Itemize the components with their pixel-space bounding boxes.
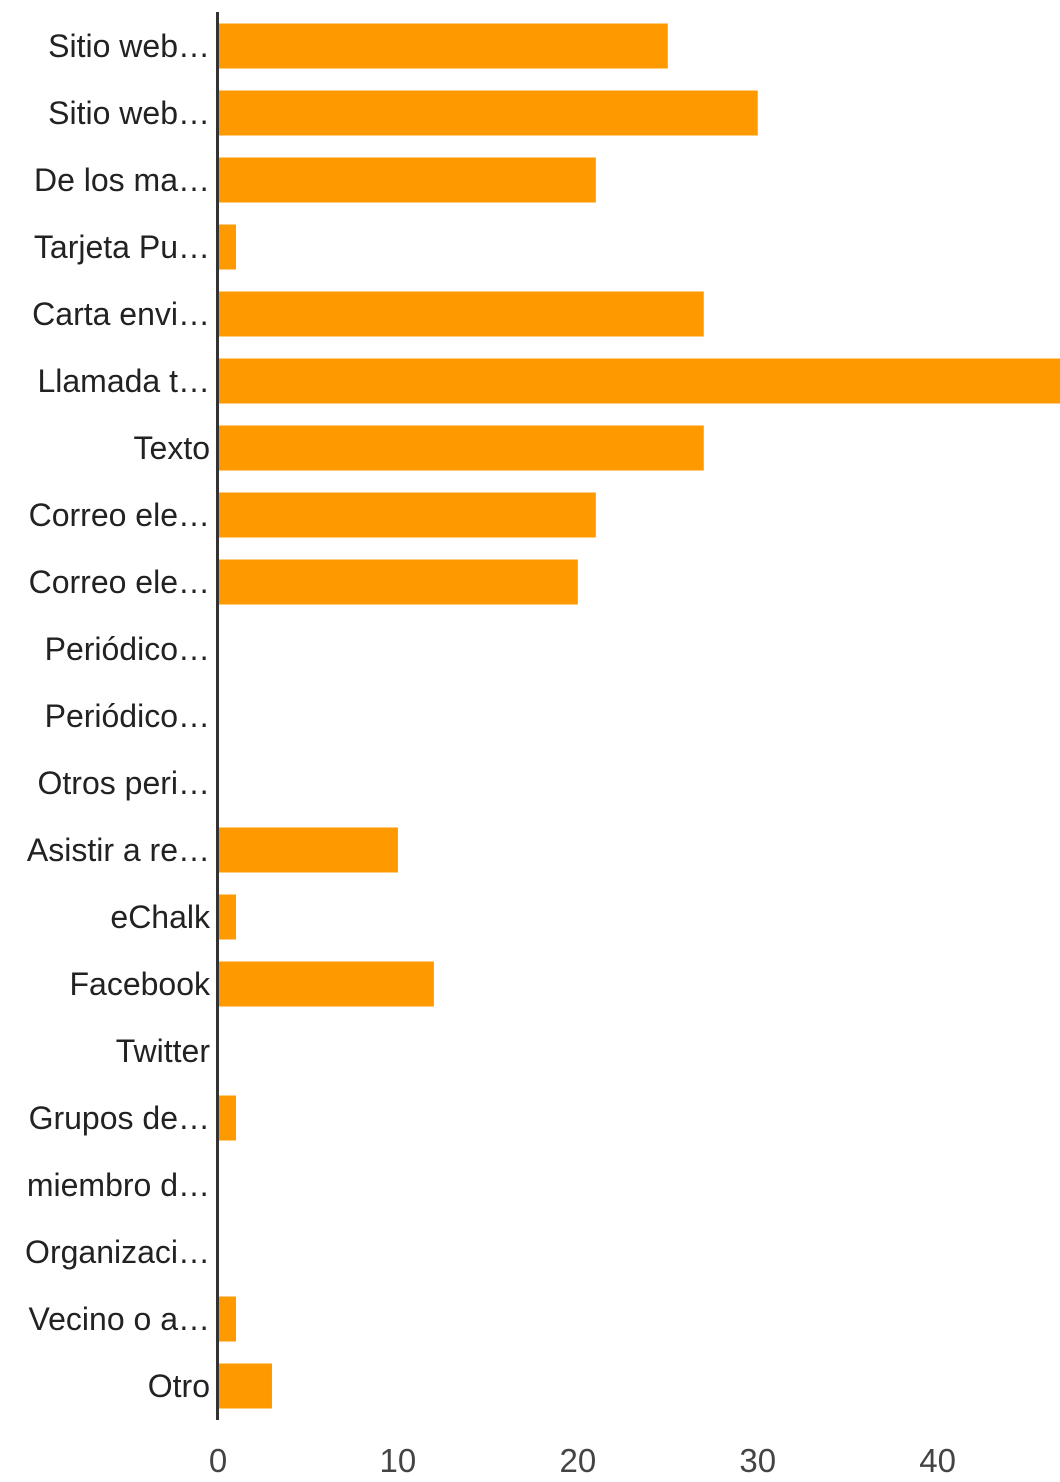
category-label: Vecino o a…	[29, 1301, 210, 1337]
category-label: Otros peri…	[38, 765, 210, 801]
category-label: Carta envi…	[32, 296, 210, 332]
bar	[218, 425, 704, 471]
category-label: Correo ele…	[29, 564, 210, 600]
bar	[218, 559, 578, 605]
category-label: Tarjeta Pu…	[34, 229, 210, 265]
bar	[218, 23, 668, 69]
category-label: Organizaci…	[25, 1234, 210, 1270]
bar	[218, 1095, 236, 1141]
category-label: Asistir a re…	[27, 832, 210, 868]
category-label: Facebook	[69, 966, 211, 1002]
bar	[218, 1296, 236, 1342]
category-label: Grupos de…	[29, 1100, 210, 1136]
bars-layer	[218, 23, 1060, 1409]
category-label: miembro d…	[27, 1167, 210, 1203]
x-tick-label: 20	[559, 1442, 596, 1477]
bar	[218, 358, 1060, 404]
bar	[218, 827, 398, 873]
x-tick-label: 30	[739, 1442, 776, 1477]
bar	[218, 90, 758, 136]
bar	[218, 291, 704, 337]
x-tick-label: 10	[380, 1442, 417, 1477]
category-label: Sitio web…	[48, 28, 210, 64]
category-label: Correo ele…	[29, 497, 210, 533]
category-label: Periódico…	[45, 698, 210, 734]
x-tick-label: 40	[919, 1442, 956, 1477]
bar	[218, 492, 596, 538]
bar	[218, 157, 596, 203]
category-label: Texto	[134, 430, 210, 466]
x-tick-labels: 0 10 20 30 40	[209, 1442, 956, 1479]
x-tick-label: 0	[209, 1442, 227, 1477]
category-label: De los ma…	[34, 162, 210, 198]
category-label: Llamada t…	[37, 363, 210, 399]
category-label: Periódico…	[45, 631, 210, 667]
category-label: eChalk	[110, 899, 211, 935]
bar	[218, 224, 236, 270]
category-labels: Sitio web… Sitio web… De los ma… Tarjeta Pu…	[25, 28, 211, 1404]
bar	[218, 1363, 272, 1409]
category-label: Otro	[148, 1368, 210, 1404]
bar	[218, 894, 236, 940]
bar	[218, 961, 434, 1007]
category-label: Sitio web…	[48, 95, 210, 131]
category-label: Twitter	[116, 1033, 211, 1069]
